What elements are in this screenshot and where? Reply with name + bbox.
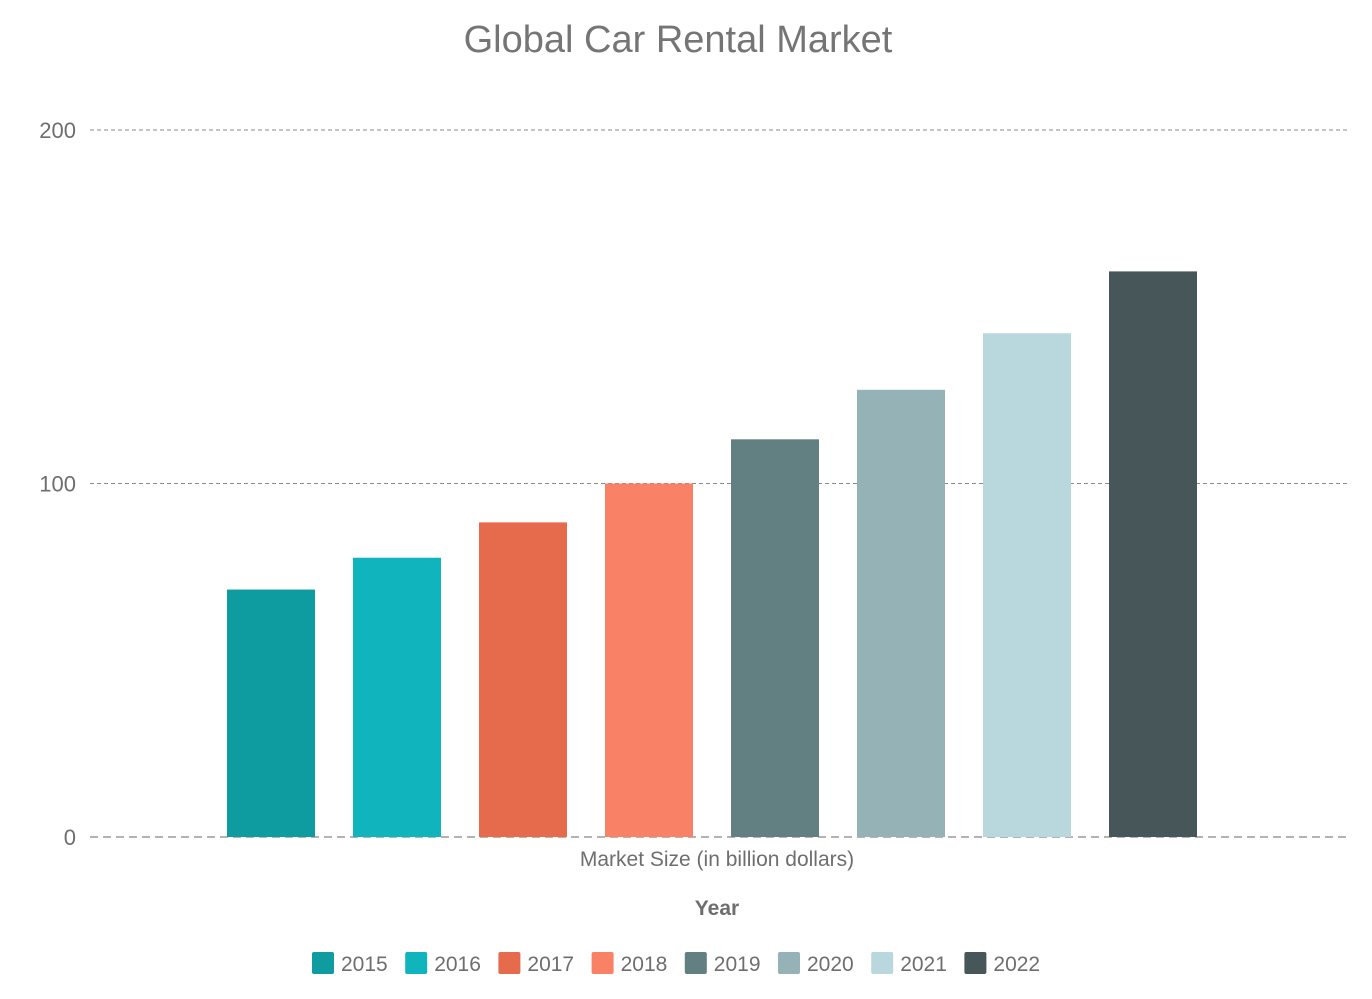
bar-2017[interactable] — [479, 522, 567, 837]
bar-2018[interactable] — [605, 483, 693, 838]
legend-item-2016[interactable]: 2016 — [405, 952, 481, 976]
legend-label: 2017 — [527, 953, 574, 976]
legend-swatch — [405, 952, 428, 974]
bar-2019[interactable] — [731, 439, 819, 837]
legend-label: 2016 — [434, 953, 481, 976]
bar-2020[interactable] — [857, 389, 945, 837]
legend-label: 2019 — [714, 953, 761, 976]
y-tick-label: 200 — [39, 118, 76, 143]
legend-swatch — [778, 952, 800, 974]
legend-item-2020[interactable]: 2020 — [778, 952, 854, 976]
y-axis-ticks: 0 100 200 — [39, 118, 76, 850]
legend-swatch — [964, 952, 987, 974]
y-tick-label: 0 — [64, 825, 76, 850]
legend-swatch — [498, 952, 521, 974]
legend-label: 2015 — [341, 953, 388, 976]
bar-2021[interactable] — [983, 333, 1071, 837]
legend-swatch — [871, 952, 894, 974]
bar-2022[interactable] — [1109, 271, 1197, 837]
legend-label: 2020 — [807, 953, 854, 976]
category-axis-label: Market Size (in billion dollars) — [580, 848, 854, 871]
legend-label: 2018 — [621, 953, 668, 976]
y-tick-label: 100 — [39, 472, 76, 497]
bar-2016[interactable] — [353, 557, 441, 837]
legend-item-2019[interactable]: 2019 — [684, 952, 761, 976]
legend: 2015 2016 2017 2018 2019 2020 2021 2022 — [312, 952, 1040, 976]
legend-item-2022[interactable]: 2022 — [964, 952, 1040, 976]
bar-2015[interactable] — [227, 589, 315, 837]
bars — [227, 271, 1197, 837]
legend-label: 2022 — [993, 953, 1040, 976]
legend-item-2017[interactable]: 2017 — [498, 952, 574, 976]
x-axis-title: Year — [695, 897, 739, 920]
legend-item-2018[interactable]: 2018 — [591, 952, 668, 976]
legend-label: 2021 — [900, 953, 947, 976]
legend-item-2015[interactable]: 2015 — [312, 952, 388, 976]
legend-swatch — [312, 952, 334, 974]
legend-swatch — [684, 952, 707, 974]
chart-title: Global Car Rental Market — [464, 19, 893, 61]
legend-item-2021[interactable]: 2021 — [871, 952, 947, 976]
legend-swatch — [591, 952, 614, 974]
